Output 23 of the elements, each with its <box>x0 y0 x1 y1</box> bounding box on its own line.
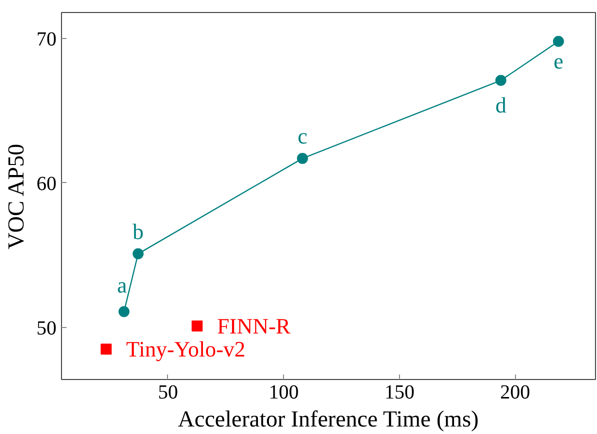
x-tick-label: 200 <box>500 382 530 404</box>
y-tick-label: 70 <box>36 28 56 51</box>
y-tick-label: 50 <box>36 317 56 340</box>
point <box>495 74 506 86</box>
series-label: FINN-R <box>217 314 291 339</box>
annotation: a <box>117 272 128 298</box>
x-tick-label: 100 <box>268 382 299 404</box>
point <box>132 248 144 260</box>
point <box>100 344 112 355</box>
annotation: b <box>132 218 144 244</box>
annotation: d <box>495 92 506 118</box>
y-axis-title: VOC AP50 <box>4 144 28 250</box>
x-tick-label: 150 <box>384 382 414 404</box>
point <box>296 152 308 164</box>
annotation: c <box>298 123 308 148</box>
point <box>192 320 203 332</box>
series-label: Tiny-Yolo-v2 <box>126 336 246 362</box>
point <box>118 306 130 318</box>
y-tick-label: 60 <box>36 172 56 195</box>
point <box>552 36 564 47</box>
x-axis-title: Accelerator Inference Time (ms) <box>178 406 479 432</box>
annotation: e <box>554 48 564 74</box>
x-tick-label: 50 <box>158 382 178 404</box>
